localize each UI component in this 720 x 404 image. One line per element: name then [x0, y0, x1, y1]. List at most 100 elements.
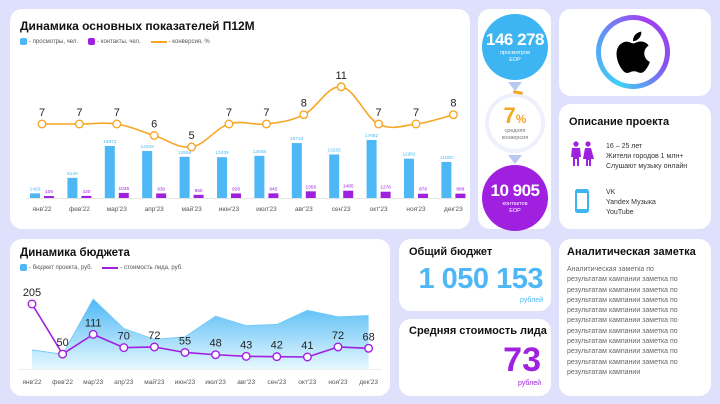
note-line: результатам кампании [567, 368, 641, 376]
svg-text:1035: 1035 [118, 186, 129, 192]
note-line: результатам кампании заметка по [567, 296, 678, 304]
analytics-note-text: Аналитическая заметка по результатам камп… [567, 265, 678, 378]
lead-cost-point [333, 342, 343, 352]
legend-budget: - бюджет проекта, руб. [20, 264, 92, 271]
x-axis-label: янв'22 [32, 206, 51, 213]
x-axis-label: ноя'23 [406, 206, 426, 213]
x-axis-label: янв'22 [22, 379, 41, 386]
views-bar [104, 145, 115, 198]
x-axis-label: июл'23 [256, 206, 277, 213]
contacts-bar [418, 193, 428, 198]
views-bar [30, 193, 40, 198]
x-axis-label: окт'23 [370, 206, 388, 213]
x-axis-label: апр'23 [114, 379, 134, 386]
views-label: просмотров ЕОР [499, 50, 531, 63]
lead-cost-point [58, 349, 68, 359]
conversion-label: 8 [301, 98, 307, 110]
x-axis-label: май'23 [144, 378, 165, 386]
x-axis-label: мар'23 [83, 379, 104, 386]
conversion-label: 11 [335, 70, 346, 82]
x-axis-label: июл'23 [205, 379, 226, 386]
lead-cost-point [302, 352, 312, 362]
lead-cost-point [119, 343, 129, 353]
note-line: результатам кампании заметка по [567, 327, 678, 335]
x-axis-label: июн'23 [219, 206, 240, 213]
x-axis-label: авг'23 [237, 379, 255, 386]
contacts-bar [305, 191, 316, 198]
views-circle: 146 278 просмотров ЕОР [482, 14, 548, 80]
x-axis-label: окт'23 [298, 379, 316, 386]
lead-cost-label: 72 [148, 330, 160, 342]
lead-cost-point [27, 299, 37, 309]
conversion-point [411, 119, 421, 129]
total-budget-unit: рублей [520, 297, 543, 304]
svg-text:13265: 13265 [328, 147, 342, 153]
legend-contacts: - контакты, чел. [88, 38, 141, 45]
budget-chart-plot: 205 50 111 70 72 55 48 43 42 41 72 68 янв'22 фев'22 ма… [18, 287, 382, 386]
views-bar [179, 156, 190, 198]
phone-icon [575, 189, 589, 213]
lead-cost-label: 111 [85, 317, 102, 329]
lead-cost-point [180, 347, 190, 357]
total-budget-title: Общий бюджет [409, 246, 493, 258]
channels-text: VK Yandex Музыка YouTube [606, 189, 656, 217]
contacts-bar [193, 194, 204, 198]
funnel-arrow-2 [508, 155, 522, 164]
svg-text:876: 876 [419, 187, 427, 193]
lead-cost-point [88, 329, 98, 339]
legend-label: - стоимость лида, руб. [120, 264, 183, 271]
conversion-label: 7 [376, 107, 382, 119]
apple-logo-icon [616, 31, 650, 73]
project-title: Описание проекта [569, 116, 670, 128]
conversion-point [336, 82, 346, 92]
views-bar [329, 154, 340, 198]
svg-text:15872: 15872 [103, 139, 117, 145]
contacts-value: 10 905 [490, 181, 541, 201]
x-axis-label: фев'22 [52, 379, 73, 386]
views-bar [366, 140, 377, 198]
lead-cost-label: 48 [209, 338, 221, 350]
views-bar [142, 150, 153, 198]
lead-cost-label: 42 [271, 340, 283, 352]
funnel-card: 146 278 просмотров ЕОР 7% средняя конверси… [478, 9, 551, 231]
conversion-label: 5 [189, 130, 195, 142]
svg-text:11982: 11982 [403, 152, 416, 158]
lead-cost-point [211, 350, 221, 360]
svg-text:928: 928 [232, 186, 240, 192]
conversion-label: средняя конверсия [501, 128, 529, 141]
lead-cost-label: 70 [118, 331, 130, 343]
views-bar [254, 155, 265, 198]
conversion-value: 7% [503, 103, 527, 129]
svg-text:12439: 12439 [215, 150, 229, 156]
x-axis-label: сен'23 [267, 379, 286, 386]
lead-cost-label: 72 [332, 330, 344, 342]
top-chart-title: Динамика основных показателей П12М [20, 19, 255, 33]
legend-line-conversion [150, 40, 167, 43]
funnel-arrow-1 [508, 82, 522, 91]
legend-conversion: - конверсия, % [150, 38, 210, 45]
lead-cost-point [364, 343, 374, 353]
conversion-label: 7 [263, 107, 269, 119]
svg-text:12848: 12848 [253, 149, 267, 155]
legend-label: - просмотры, чел. [29, 38, 79, 45]
lead-cost-label: 41 [301, 340, 313, 352]
contacts-bar [455, 193, 466, 198]
svg-text:650: 650 [195, 188, 203, 194]
contacts-bar [268, 193, 279, 198]
avg-lead-cost-value: 73 [503, 341, 541, 379]
project-card: Описание проекта 16 – 25 лет Жители горо… [559, 104, 711, 229]
conversion-label: 7 [413, 107, 419, 119]
conversion-point [37, 119, 47, 129]
analytics-note-title: Аналитическая заметка [567, 246, 696, 258]
top-chart-legend: - просмотры, чел. - контакты, чел. - кон… [20, 38, 210, 45]
legend-label: - конверсия, % [168, 38, 210, 45]
contacts-bar [44, 196, 54, 198]
views-value: 146 278 [486, 30, 544, 50]
lead-cost-point [241, 351, 251, 361]
views-bar [217, 157, 227, 198]
svg-text:11000: 11000 [440, 155, 453, 161]
svg-text:17682: 17682 [365, 133, 379, 139]
note-line: результатам кампании заметка по [567, 317, 678, 325]
top-chart-plot: 1420 106 янв'22 6140 430 фев'22 15872 1035 мар'2… [26, 70, 466, 213]
avg-lead-cost-title: Средняя стоимость лида [409, 325, 547, 337]
